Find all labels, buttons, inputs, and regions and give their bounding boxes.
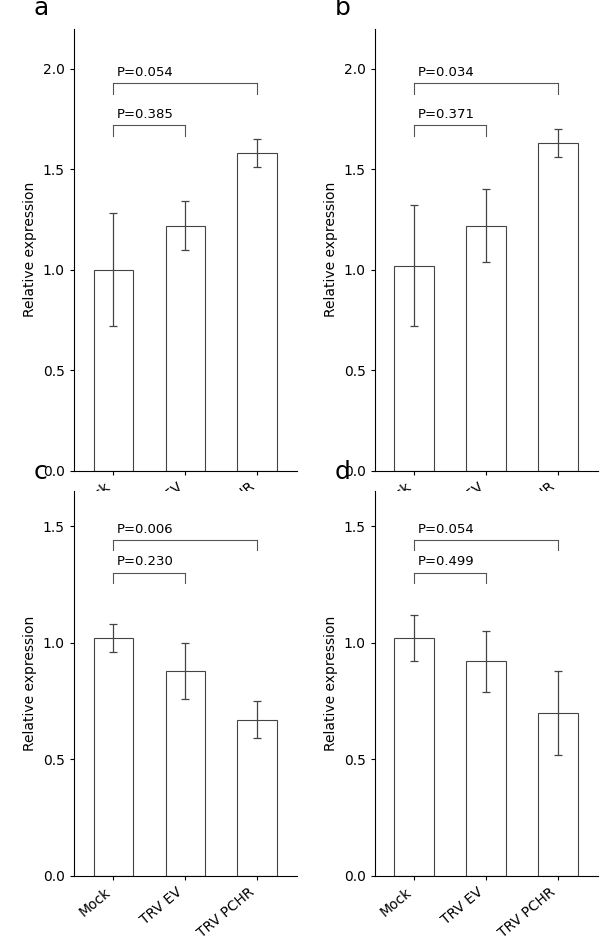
Bar [466,226,506,470]
Bar [237,720,277,876]
Bar [237,153,277,470]
Text: P=0.054: P=0.054 [117,66,174,79]
Text: P=0.006: P=0.006 [117,523,174,536]
Text: c: c [34,460,47,484]
Y-axis label: Relative expression: Relative expression [324,616,338,751]
Bar [94,269,133,470]
Bar [394,638,434,876]
Text: P=0.385: P=0.385 [117,108,174,121]
Text: P=0.230: P=0.230 [117,555,174,568]
Text: P=0.499: P=0.499 [418,555,474,568]
Y-axis label: Relative expression: Relative expression [23,182,38,317]
Bar [394,266,434,470]
Y-axis label: Relative expression: Relative expression [324,182,338,317]
Text: b: b [334,0,351,20]
Text: a: a [34,0,49,20]
Text: P=0.371: P=0.371 [418,108,475,121]
Bar [94,638,133,876]
Y-axis label: Relative expression: Relative expression [23,616,38,751]
Text: d: d [334,460,351,484]
Bar [538,143,578,470]
Bar [538,713,578,876]
Bar [166,671,205,876]
Text: P=0.034: P=0.034 [418,66,474,79]
Bar [166,226,205,470]
Bar [466,662,506,876]
Text: P=0.054: P=0.054 [418,523,474,536]
